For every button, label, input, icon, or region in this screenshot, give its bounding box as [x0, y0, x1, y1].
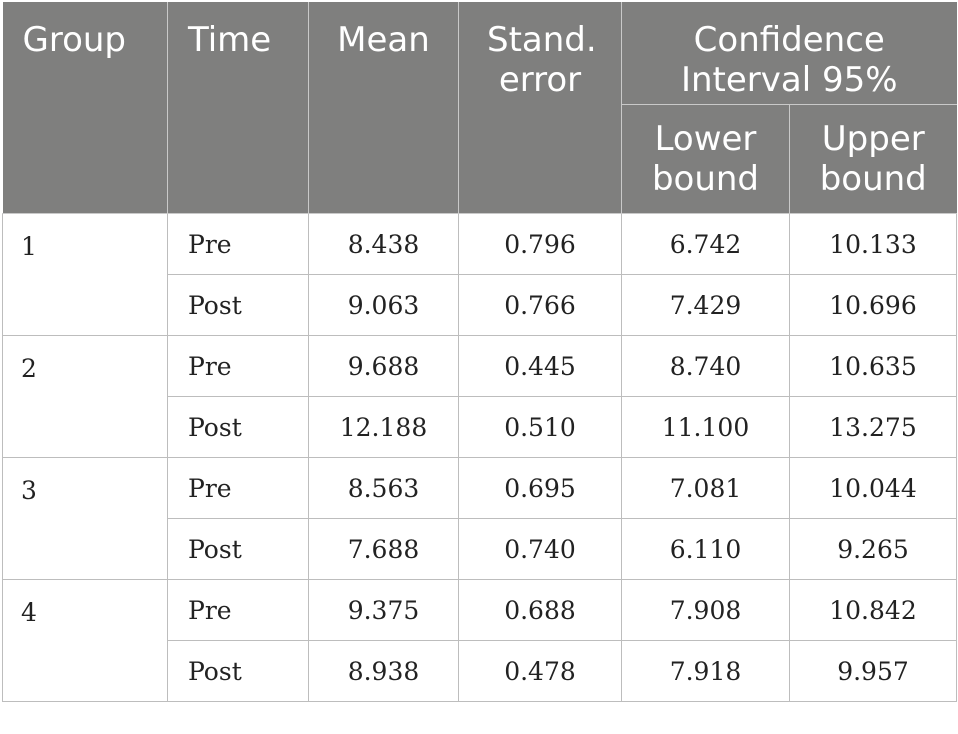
cell-time: Post	[167, 396, 309, 458]
cell-standard-error: 0.796	[458, 213, 622, 275]
cell-mean: 8.938	[308, 640, 459, 702]
table-row: 4 Pre 9.375 0.688 7.908 10.842	[2, 579, 957, 702]
header-mean: Mean	[308, 2, 459, 214]
cell-lower-bound: 7.918	[621, 640, 790, 702]
cell-upper-bound: 10.133	[789, 213, 957, 275]
cell-group: 3	[2, 457, 168, 580]
table-header: Group Time Mean Stand. error Confidence …	[2, 2, 957, 214]
cell-mean: 9.688	[308, 335, 459, 397]
table-row: Post 8.938 0.478 7.918 9.957	[3, 640, 957, 702]
cell-lower-bound: 11.100	[621, 396, 790, 458]
header-lower-bound: Lower bound	[621, 104, 790, 214]
cell-standard-error: 0.766	[458, 274, 622, 336]
cell-mean: 12.188	[308, 396, 459, 458]
statistics-table: Group Time Mean Stand. error Confidence …	[2, 2, 957, 702]
cell-upper-bound: 9.265	[789, 518, 957, 580]
cell-upper-bound: 10.696	[789, 274, 957, 336]
cell-standard-error: 0.740	[458, 518, 622, 580]
cell-upper-bound: 10.842	[789, 579, 957, 641]
cell-time: Post	[167, 640, 309, 702]
cell-lower-bound: 7.081	[621, 457, 790, 519]
header-upper-bound: Upper bound	[789, 104, 957, 214]
cell-standard-error: 0.688	[458, 579, 622, 641]
cell-time: Post	[167, 274, 309, 336]
table-row: 3 Pre 8.563 0.695 7.081 10.044	[2, 457, 957, 580]
cell-upper-bound: 9.957	[789, 640, 957, 702]
cell-group: 1	[2, 213, 168, 336]
table-row: Post 7.688 0.740 6.110 9.265	[3, 518, 957, 580]
table-row: 2 Pre 9.688 0.445 8.740 10.635	[2, 335, 957, 458]
cell-time: Pre	[167, 457, 309, 519]
table-row: Post 12.188 0.510 11.100 13.275	[3, 396, 957, 458]
cell-mean: 7.688	[308, 518, 459, 580]
header-standard-error: Stand. error	[458, 2, 622, 214]
cell-upper-bound: 10.635	[789, 335, 957, 397]
cell-standard-error: 0.445	[458, 335, 622, 397]
cell-lower-bound: 7.429	[621, 274, 790, 336]
table-row: Post 9.063 0.766 7.429 10.696	[3, 274, 957, 336]
cell-mean: 9.375	[308, 579, 459, 641]
cell-upper-bound: 10.044	[789, 457, 957, 519]
cell-standard-error: 0.478	[458, 640, 622, 702]
cell-lower-bound: 8.740	[621, 335, 790, 397]
cell-time: Pre	[167, 335, 309, 397]
cell-time: Pre	[167, 213, 309, 275]
table-body: 1 Pre 8.438 0.796 6.742 10.133 Post 9.06…	[2, 213, 957, 702]
table-row: 1 Pre 8.438 0.796 6.742 10.133	[2, 213, 957, 336]
cell-standard-error: 0.510	[458, 396, 622, 458]
cell-lower-bound: 6.110	[621, 518, 790, 580]
cell-time: Post	[167, 518, 309, 580]
cell-group: 2	[2, 335, 168, 458]
cell-group: 4	[2, 579, 168, 702]
cell-standard-error: 0.695	[458, 457, 622, 519]
cell-mean: 8.438	[308, 213, 459, 275]
header-time: Time	[167, 2, 309, 214]
cell-upper-bound: 13.275	[789, 396, 957, 458]
cell-lower-bound: 7.908	[621, 579, 790, 641]
cell-time: Pre	[167, 579, 309, 641]
header-group: Group	[2, 2, 168, 214]
header-confidence-interval: Confidence Interval 95%	[621, 2, 957, 105]
cell-lower-bound: 6.742	[621, 213, 790, 275]
cell-mean: 8.563	[308, 457, 459, 519]
cell-mean: 9.063	[308, 274, 459, 336]
